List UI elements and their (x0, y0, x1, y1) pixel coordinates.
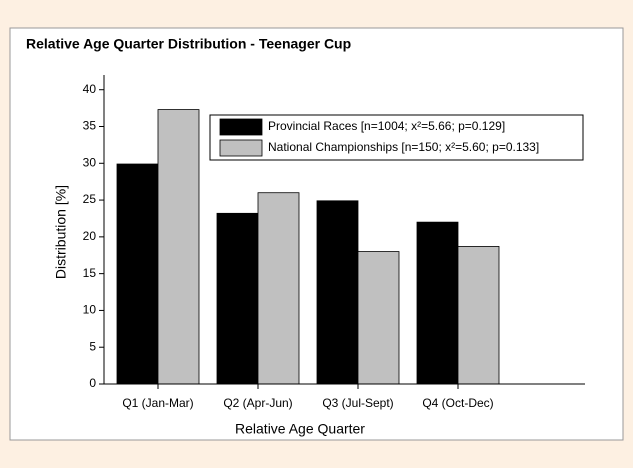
bar (157, 109, 200, 385)
bar (457, 246, 500, 385)
y-axis-label: Distribution [%] (53, 185, 69, 279)
y-tick-label: 0 (89, 376, 96, 390)
legend-label: National Championships [n=150; x²=5.60; … (268, 140, 539, 154)
panel (9, 27, 624, 441)
x-tick-label: Q2 (Apr-Jun) (223, 396, 292, 410)
y-tick-label: 30 (83, 155, 97, 169)
bar (257, 192, 300, 385)
x-tick-label: Q3 (Jul-Sept) (322, 396, 393, 410)
y-tick-label: 40 (83, 82, 97, 96)
bar (116, 163, 159, 385)
bar (216, 212, 259, 385)
bar (357, 251, 400, 385)
x-axis-label: Relative Age Quarter (235, 421, 365, 437)
x-tick-label: Q4 (Oct-Dec) (422, 396, 493, 410)
y-tick-label: 20 (83, 229, 97, 243)
legend-swatch (219, 118, 263, 136)
bar (316, 200, 359, 385)
chart-title: Relative Age Quarter Distribution - Teen… (26, 36, 351, 52)
bar (416, 221, 459, 385)
y-tick-label: 15 (83, 266, 97, 280)
y-tick-label: 35 (83, 119, 97, 133)
y-tick-label: 25 (83, 192, 97, 206)
y-tick-label: 10 (83, 303, 97, 317)
legend-label: Provincial Races [n=1004; x²=5.66; p=0.1… (268, 119, 505, 133)
legend-box (209, 114, 584, 161)
x-tick-label: Q1 (Jan-Mar) (122, 396, 193, 410)
legend-swatch (219, 139, 263, 157)
y-tick-label: 5 (89, 339, 96, 353)
